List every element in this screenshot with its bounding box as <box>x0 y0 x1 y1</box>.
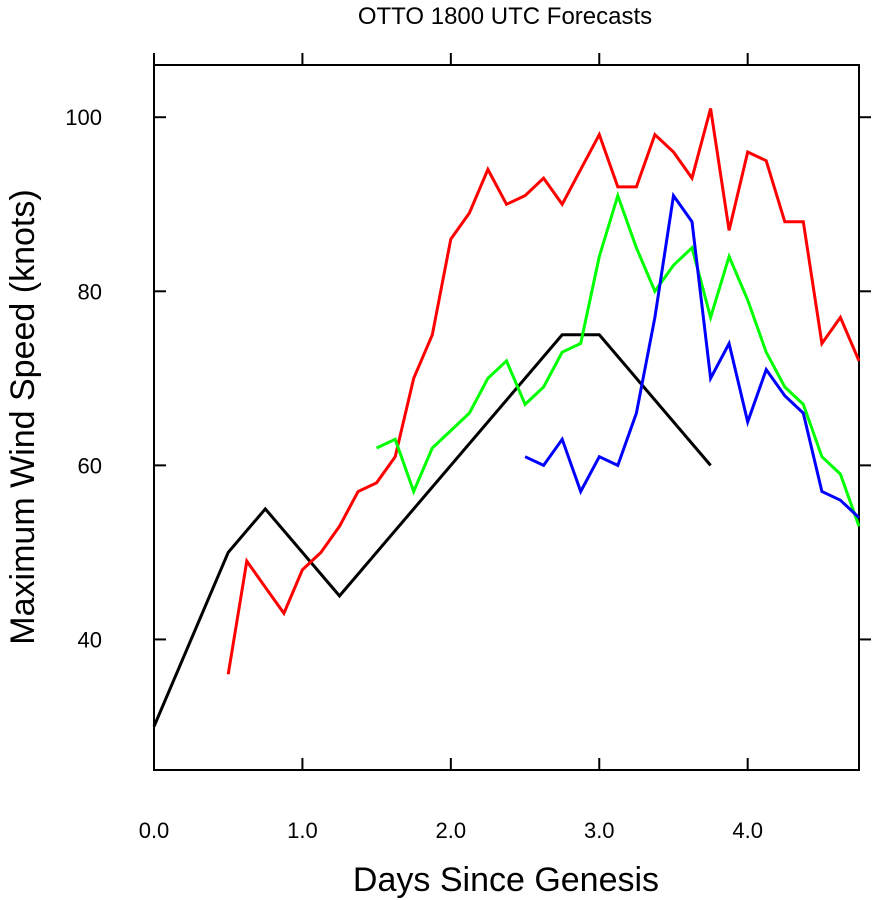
plot-frame <box>153 64 860 771</box>
x-tick-label: 1.0 <box>287 818 318 843</box>
series-line-3 <box>375 190 861 527</box>
x-tick-label: 2.0 <box>436 818 467 843</box>
x-tick-label: 0.0 <box>139 818 170 843</box>
series-layer <box>152 108 861 728</box>
x-tick-label: 3.0 <box>584 818 615 843</box>
plot-area <box>153 64 860 771</box>
y-axis: 40 60 80 100 <box>65 105 871 652</box>
y-tick-label: 40 <box>78 627 102 652</box>
x-axis-title: Days Since Genesis <box>353 861 659 899</box>
y-axis-title: Maximum Wind Speed (knots) <box>4 189 42 644</box>
y-tick-label: 100 <box>65 105 102 130</box>
series-line-1 <box>152 333 712 728</box>
y-tick-label: 60 <box>78 453 102 478</box>
chart-title: OTTO 1800 UTC Forecasts <box>358 3 652 30</box>
x-tick-label: 4.0 <box>732 818 763 843</box>
series-line-4 <box>524 191 861 519</box>
series-line-2 <box>226 108 861 675</box>
x-axis: 0.0 1.0 2.0 3.0 4.0 <box>139 53 763 843</box>
y-tick-label: 80 <box>78 279 102 304</box>
